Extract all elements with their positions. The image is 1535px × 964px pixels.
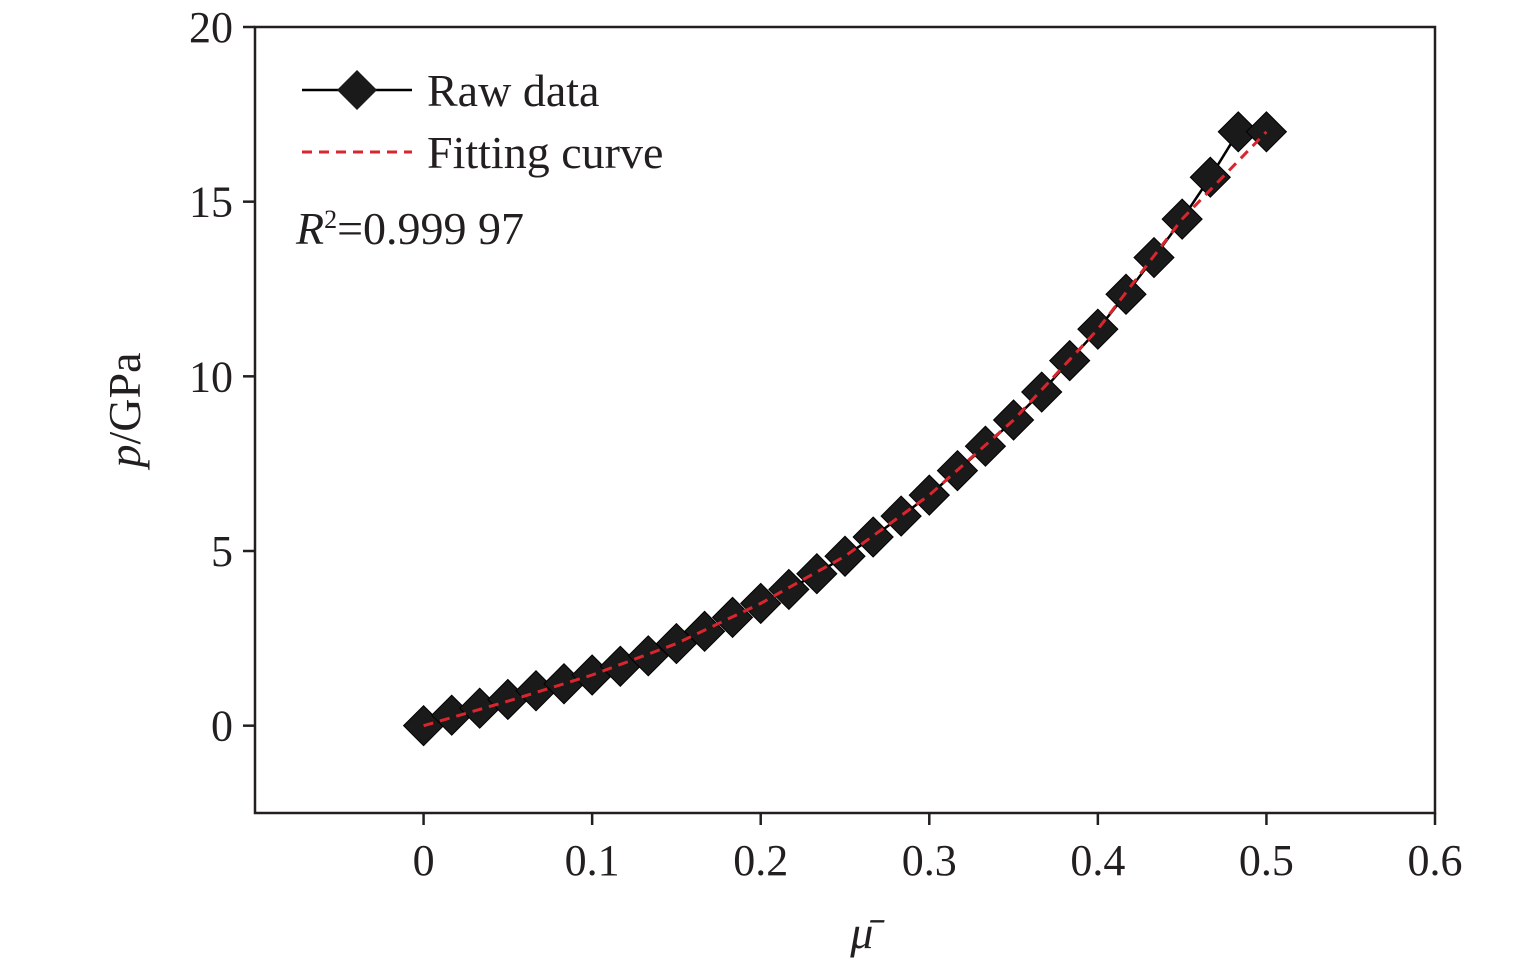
y-tick-label: 10 bbox=[189, 352, 233, 401]
legend-raw-label: Raw data bbox=[427, 65, 599, 116]
y-axis-var: p bbox=[99, 445, 150, 471]
r-squared-annotation: R2=0.999 97 bbox=[295, 203, 524, 254]
raw-data-point bbox=[1217, 111, 1259, 153]
fitting-curve-line bbox=[423, 130, 1268, 728]
y-axis-title: p/GPa bbox=[99, 353, 150, 471]
x-tick-label: 0 bbox=[413, 836, 435, 885]
x-tick-label: 0.4 bbox=[1070, 836, 1125, 885]
y-tick-label: 20 bbox=[189, 3, 233, 52]
x-tick-label: 0.2 bbox=[733, 836, 788, 885]
raw-data-point bbox=[1189, 156, 1232, 198]
r-squared-var: R bbox=[295, 203, 324, 254]
r-squared-value: =0.999 97 bbox=[337, 203, 524, 254]
x-axis-title: μ̄ bbox=[849, 907, 885, 958]
raw-data-point bbox=[852, 516, 894, 558]
y-tick-label: 0 bbox=[211, 702, 233, 751]
raw-data-point bbox=[908, 474, 950, 516]
x-tick-label: 0.6 bbox=[1408, 836, 1463, 885]
raw-data-line bbox=[423, 130, 1267, 727]
x-tick-label: 0.5 bbox=[1239, 836, 1294, 885]
raw-data-point bbox=[796, 552, 838, 595]
x-tick-label: 0.3 bbox=[902, 836, 957, 885]
legend: Raw data Fitting curve bbox=[302, 65, 663, 178]
x-tick-label: 0.1 bbox=[565, 836, 620, 885]
raw-data-point bbox=[880, 495, 922, 537]
r-squared-sup: 2 bbox=[324, 205, 337, 234]
legend-raw-marker bbox=[337, 70, 377, 110]
raw-data-series bbox=[402, 111, 1288, 747]
r-squared-text: R2=0.999 97 bbox=[295, 203, 524, 254]
plot-frame bbox=[253, 25, 1437, 815]
raw-data-point bbox=[768, 568, 810, 611]
fitting-curve-group bbox=[423, 130, 1268, 728]
y-axis-unit: /GPa bbox=[99, 353, 150, 445]
legend-fit-label: Fitting curve bbox=[427, 127, 663, 178]
y-tick-label: 5 bbox=[211, 527, 233, 576]
raw-data-point bbox=[824, 535, 866, 577]
axes: 0 0.1 0.2 0.3 0.4 0.5 0.6 0 5 10 15 20 bbox=[189, 3, 1463, 885]
y-tick-label: 15 bbox=[189, 178, 233, 227]
